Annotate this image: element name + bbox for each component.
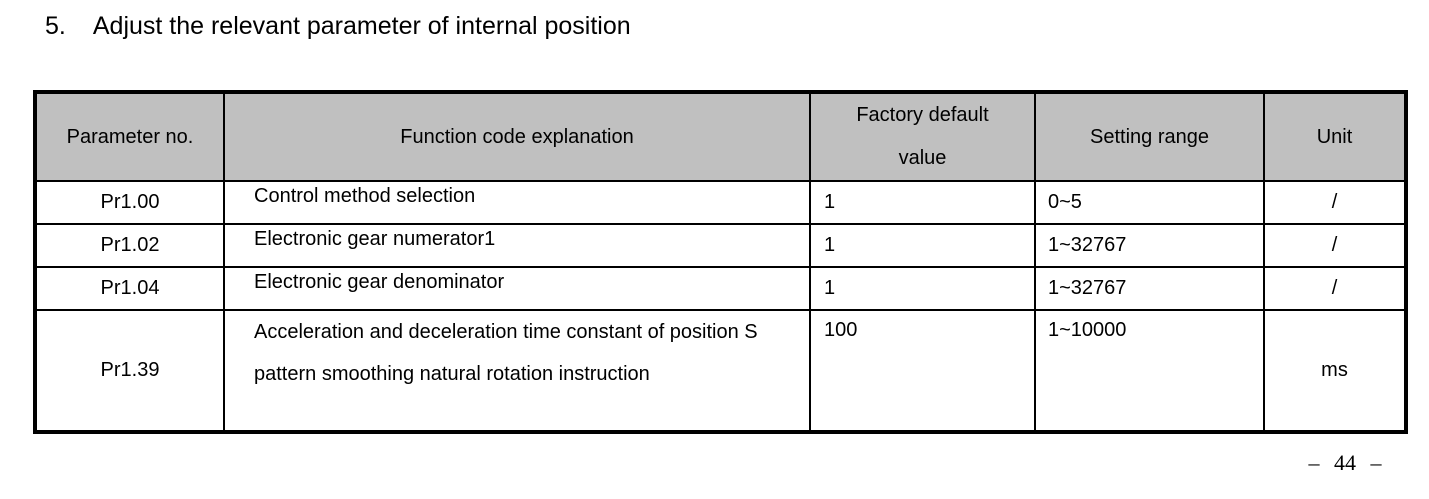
unit-cell: / — [1263, 223, 1407, 268]
parameter-no-cell: Pr1.02 — [34, 223, 225, 268]
column-header-parameter-no: Parameter no. — [34, 91, 225, 182]
factory-default-cell: 100 — [809, 309, 1036, 433]
table-row: Pr1.00 Control method selection 1 0~5 / — [34, 180, 1407, 225]
table-row: Pr1.04 Electronic gear denominator 1 1~3… — [34, 266, 1407, 311]
section-title: Adjust the relevant parameter of interna… — [92, 12, 631, 40]
setting-range-cell: 0~5 — [1034, 180, 1265, 225]
section-number: 5. — [45, 12, 66, 40]
column-header-unit: Unit — [1263, 91, 1407, 182]
factory-default-cell: 1 — [809, 266, 1036, 311]
setting-range-cell: 1~32767 — [1034, 223, 1265, 268]
factory-default-cell: 1 — [809, 180, 1036, 225]
parameter-table: Parameter no. Function code explanation … — [33, 90, 1408, 434]
table-header-row: Parameter no. Function code explanation … — [34, 91, 1407, 182]
table-header: Parameter no. Function code explanation … — [34, 91, 1407, 182]
section-heading: 5. Adjust the relevant parameter of inter… — [45, 11, 631, 41]
explanation-cell: Acceleration and deceleration time const… — [223, 309, 811, 433]
column-header-setting-range: Setting range — [1034, 91, 1265, 182]
parameter-no-cell: Pr1.04 — [34, 266, 225, 311]
setting-range-cell: 1~10000 — [1034, 309, 1265, 433]
page-number: – 44 – — [1308, 450, 1382, 475]
explanation-cell: Electronic gear numerator1 — [223, 223, 811, 268]
factory-default-cell: 1 — [809, 223, 1036, 268]
setting-range-cell: 1~32767 — [1034, 266, 1265, 311]
unit-cell: / — [1263, 180, 1407, 225]
parameter-no-cell: Pr1.00 — [34, 180, 225, 225]
explanation-cell: Electronic gear denominator — [223, 266, 811, 311]
column-header-factory-default-value: Factory default value — [809, 91, 1036, 182]
column-header-function-code-explanation: Function code explanation — [223, 91, 811, 182]
table-row: Pr1.39 Acceleration and deceleration tim… — [34, 309, 1407, 433]
parameter-no-cell: Pr1.39 — [34, 309, 225, 433]
table-row: Pr1.02 Electronic gear numerator1 1 1~32… — [34, 223, 1407, 268]
unit-cell: / — [1263, 266, 1407, 311]
explanation-cell: Control method selection — [223, 180, 811, 225]
unit-cell: ms — [1263, 309, 1407, 433]
